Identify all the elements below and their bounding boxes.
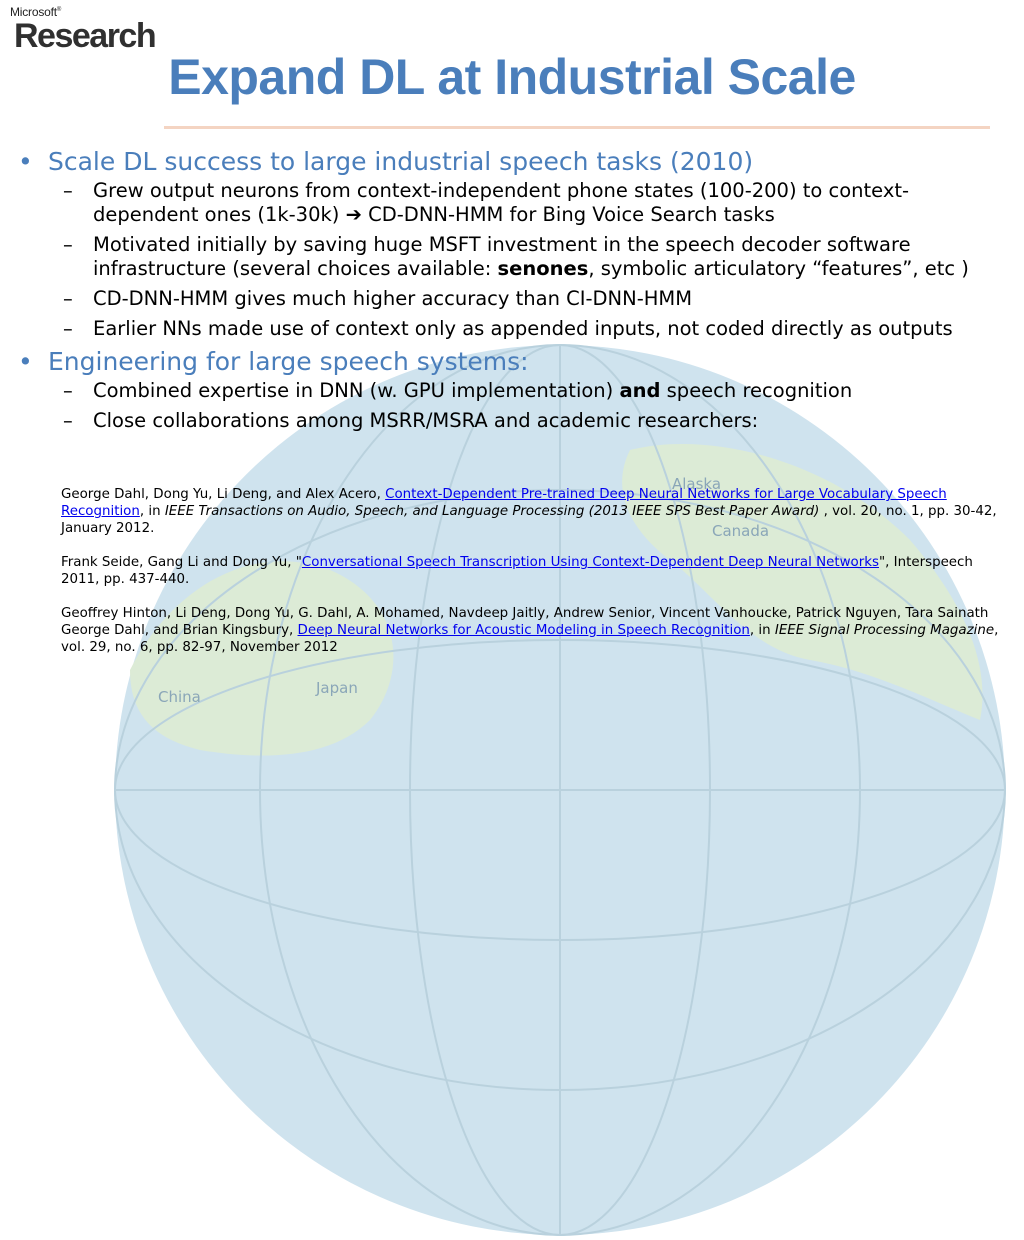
slide-title: Expand DL at Industrial Scale xyxy=(168,49,856,105)
bullet-glyph: • xyxy=(18,147,33,176)
map-label-alaska: Alaska xyxy=(672,475,721,493)
sub-bullet-2-1: – Combined expertise in DNN (w. GPU impl… xyxy=(18,379,1014,403)
sub-bullet-text: , symbolic articulatory “features”, etc … xyxy=(588,257,969,280)
sub-bullet-text: speech recognition xyxy=(660,379,853,402)
reference-text: , vol. 20, no. 1, pp. 30-42, January 201… xyxy=(61,504,997,536)
microsoft-research-logo: Microsoft® Research xyxy=(10,4,157,55)
reference-text: ", Interspeech 2011, pp. 437-440. xyxy=(61,555,973,587)
sub-bullet-1-2: – Motivated initially by saving huge MSF… xyxy=(18,233,1014,281)
reference-authors: Geoffrey Hinton, Li Deng, Dong Yu, G. Da… xyxy=(61,606,989,638)
reference-2: Frank Seide, Gang Li and Dong Yu, "Conve… xyxy=(61,554,1001,588)
reference-venue: IEEE Transactions on Audio, Speech, and … xyxy=(164,504,820,519)
sub-bullet-1-3: – CD-DNN-HMM gives much higher accuracy … xyxy=(18,287,1014,311)
arrow-icon: ➔ xyxy=(345,203,362,226)
bullet-glyph: • xyxy=(18,347,33,376)
sub-bullet-text: CD-DNN-HMM for Bing Voice Search tasks xyxy=(361,203,775,226)
dash-glyph: – xyxy=(63,287,73,310)
sub-bullet-text: Combined expertise in DNN (w. GPU implem… xyxy=(93,379,620,402)
sub-bullet-1-1: – Grew output neurons from context-indep… xyxy=(18,179,1014,227)
reference-text: , in xyxy=(749,623,775,638)
emphasis-senones: senones xyxy=(497,257,589,280)
slide-body: • Scale DL success to large industrial s… xyxy=(18,145,1014,439)
globe-background-image: Alaska Canada China Japan xyxy=(114,344,1006,1236)
landmass-north-america xyxy=(622,444,983,720)
bullet-1: • Scale DL success to large industrial s… xyxy=(18,147,1014,177)
logo-division-text: Research xyxy=(14,17,157,55)
sub-bullet-text: Grew output neurons from context-indepen… xyxy=(93,179,910,226)
dash-glyph: – xyxy=(63,379,73,402)
map-label-china: China xyxy=(158,688,201,706)
reference-text: , in xyxy=(139,504,165,519)
dash-glyph: – xyxy=(63,233,73,256)
reference-2-link[interactable]: Conversational Speech Transcription Usin… xyxy=(301,555,879,570)
sub-bullet-1-4: – Earlier NNs made use of context only a… xyxy=(18,317,1014,341)
reference-authors: Frank Seide, Gang Li and Dong Yu, " xyxy=(61,555,302,570)
reference-1: George Dahl, Dong Yu, Li Deng, and Alex … xyxy=(61,486,1001,537)
dash-glyph: – xyxy=(63,317,73,340)
sub-bullet-text: Motivated initially by saving huge MSFT … xyxy=(93,233,911,280)
bullet-1-text: Scale DL success to large industrial spe… xyxy=(48,147,754,176)
logo-brand-text: Microsoft xyxy=(10,5,57,19)
sub-bullet-2-2: – Close collaborations among MSRR/MSRA a… xyxy=(18,409,1014,433)
reference-3-link[interactable]: Deep Neural Networks for Acoustic Modeli… xyxy=(297,623,750,638)
sub-bullet-text: Close collaborations among MSRR/MSRA and… xyxy=(93,409,759,432)
logo-registered-mark: ® xyxy=(56,7,62,13)
title-divider xyxy=(164,126,990,129)
references: George Dahl, Dong Yu, Li Deng, and Alex … xyxy=(61,486,1001,673)
dash-glyph: – xyxy=(63,179,73,202)
reference-text: , vol. 29, no. 6, pp. 82-97, November 20… xyxy=(61,623,999,655)
reference-authors: George Dahl, Dong Yu, Li Deng, and Alex … xyxy=(61,487,386,502)
dash-glyph: – xyxy=(63,409,73,432)
map-label-japan: Japan xyxy=(315,679,358,697)
bullet-2: • Engineering for large speech systems: xyxy=(18,347,1014,377)
reference-3: Geoffrey Hinton, Li Deng, Dong Yu, G. Da… xyxy=(61,605,1001,656)
map-label-canada: Canada xyxy=(712,522,769,540)
bullet-2-text: Engineering for large speech systems: xyxy=(48,347,529,376)
reference-1-link[interactable]: Context-Dependent Pre-trained Deep Neura… xyxy=(61,487,947,519)
sub-bullet-text: CD-DNN-HMM gives much higher accuracy th… xyxy=(93,287,693,310)
reference-venue: IEEE Signal Processing Magazine xyxy=(774,623,995,638)
emphasis-and: and xyxy=(619,379,661,402)
landmass-japan xyxy=(340,596,376,633)
landmass-asia xyxy=(130,561,394,756)
sub-bullet-text: Earlier NNs made use of context only as … xyxy=(93,317,953,340)
